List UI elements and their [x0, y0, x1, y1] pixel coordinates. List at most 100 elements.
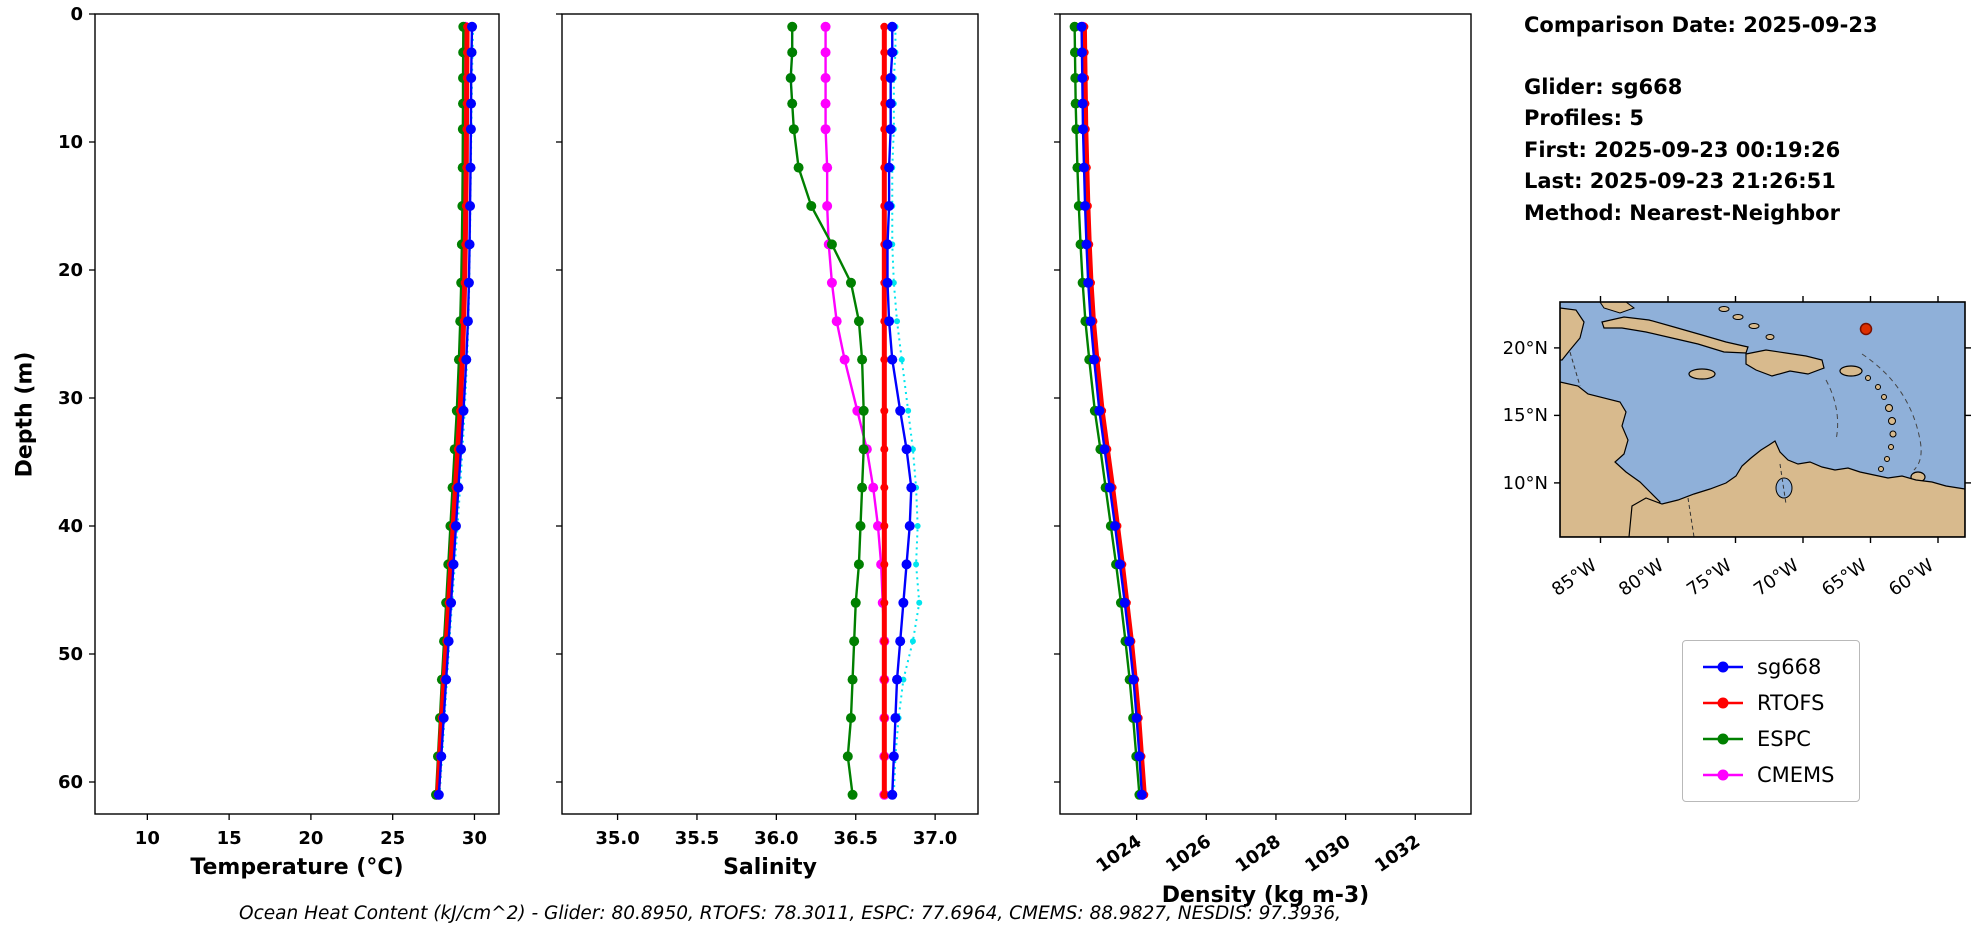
salinity-marker-sg668	[888, 751, 899, 762]
map-land-cuba	[1601, 316, 1749, 354]
salinity-marker-RTOFS	[880, 790, 889, 799]
temperature-marker-sg668	[448, 559, 459, 570]
salinity-marker-ESPC	[842, 751, 853, 762]
x-tick-label: 35.5	[675, 828, 719, 849]
salinity-marker-sg668	[904, 521, 915, 531]
salinity-marker-RTOFS	[880, 355, 889, 364]
temperature-series-line-sg668	[437, 26, 474, 795]
legend-label: CMEMS	[1757, 763, 1835, 787]
map-lat-label: 15°N	[1503, 405, 1548, 426]
salinity-marker-CMEMS	[839, 354, 850, 365]
density-axes-frame	[1059, 13, 1472, 815]
temperature-marker-sg668	[433, 789, 444, 800]
salinity-marker-NESDIS	[898, 356, 905, 363]
temperature-plot: 10 15 20 25 30 0 10 20 30 40 50 60 Temperature (°C)	[58, 4, 500, 880]
map-lon-label: 60°W	[1885, 555, 1938, 601]
salinity-marker-ESPC	[853, 316, 864, 327]
salinity-marker-RTOFS	[880, 445, 889, 454]
salinity-marker-ESPC	[787, 98, 798, 109]
salinity-marker-CMEMS	[831, 316, 842, 327]
legend-label: sg668	[1757, 655, 1822, 679]
salinity-marker-ESPC	[858, 405, 869, 416]
map-land-antilles	[1865, 375, 1871, 381]
salinity-marker-sg668	[882, 239, 893, 250]
salinity-marker-CMEMS	[822, 201, 833, 211]
salinity-marker-ESPC	[793, 162, 804, 173]
x-tick-label: 1030	[1301, 831, 1354, 877]
map-maritime-boundary-dashed	[1825, 379, 1839, 441]
legend-item-CMEMS: CMEMS	[1701, 763, 1841, 787]
density-marker-sg668	[1124, 636, 1135, 647]
map-land-antilles	[1885, 404, 1893, 412]
temperature-axis-label: Temperature (°C)	[190, 855, 403, 880]
temperature-marker-sg668	[466, 73, 477, 83]
salinity-series-line-sg668	[886, 26, 913, 795]
salinity-marker-RTOFS	[880, 598, 889, 607]
x-tick-label: 1026	[1162, 831, 1215, 877]
temperature-marker-sg668	[464, 239, 475, 250]
comparison-date: Comparison Date: 2025-09-23	[1524, 13, 1878, 37]
salinity-marker-sg668	[884, 201, 895, 211]
salinity-marker-ESPC	[826, 239, 837, 250]
x-tick-label: 10	[135, 828, 160, 849]
temperature-marker-sg668	[453, 482, 464, 493]
salinity-marker-sg668	[885, 124, 896, 135]
salinity-marker-sg668	[887, 21, 898, 32]
x-tick-label: 1032	[1371, 831, 1424, 877]
x-tick-label: 36.5	[834, 828, 878, 849]
map-land-antilles	[1889, 430, 1897, 438]
map-land-puerto-rico	[1839, 365, 1863, 377]
y-tick-label: 10	[58, 132, 83, 153]
temperature-marker-sg668	[466, 98, 477, 109]
last-profile-time: Last: 2025-09-23 21:26:51	[1524, 169, 1836, 193]
salinity-marker-RTOFS	[880, 560, 889, 569]
temperature-marker-sg668	[458, 405, 469, 416]
salinity-marker-sg668	[884, 316, 895, 327]
salinity-marker-ESPC	[788, 124, 799, 135]
salinity-marker-ESPC	[787, 47, 798, 58]
map-land-antilles	[1881, 394, 1887, 400]
map-frame	[1559, 301, 1966, 538]
density-marker-sg668	[1094, 405, 1105, 416]
temperature-marker-sg668	[456, 444, 467, 455]
x-tick-label: 1028	[1232, 831, 1285, 877]
density-marker-ESPC	[1069, 47, 1080, 58]
temperature-marker-sg668	[450, 521, 461, 531]
salinity-marker-CMEMS	[820, 21, 831, 32]
density-marker-sg668	[1083, 277, 1094, 288]
salinity-marker-ESPC	[847, 674, 858, 685]
density-marker-sg668	[1110, 521, 1121, 531]
map-land-group	[1560, 302, 1965, 537]
density-marker-sg668	[1077, 73, 1088, 83]
density-marker-sg668	[1128, 674, 1139, 685]
temperature-marker-sg668	[436, 751, 447, 762]
map-lat-label: 10°N	[1503, 473, 1548, 494]
density-marker-sg668	[1099, 444, 1110, 455]
salinity-marker-RTOFS	[880, 752, 889, 761]
map-land-bahamas	[1765, 334, 1775, 340]
info-panel: Comparison Date: 2025-09-23 Glider: sg66…	[1524, 10, 1878, 229]
map-lat-label: 20°N	[1503, 338, 1548, 359]
density-marker-sg668	[1077, 98, 1088, 109]
salinity-marker-RTOFS	[880, 675, 889, 684]
density-marker-ESPC	[1070, 98, 1081, 109]
salinity-marker-CMEMS	[826, 277, 837, 288]
salinity-marker-sg668	[887, 789, 898, 800]
y-tick-label: 30	[58, 388, 83, 409]
temperature-axes-frame	[94, 13, 500, 815]
density-marker-sg668	[1085, 316, 1096, 327]
salinity-marker-RTOFS	[880, 637, 889, 646]
map-lon-label: 65°W	[1818, 555, 1871, 601]
temperature-marker-sg668	[465, 124, 476, 135]
salinity-marker-RTOFS	[880, 483, 889, 492]
x-tick-label: 35.0	[595, 828, 639, 849]
density-marker-sg668	[1077, 124, 1088, 135]
salinity-marker-sg668	[885, 98, 896, 109]
salinity-marker-sg668	[890, 713, 901, 723]
density-marker-ESPC	[1069, 21, 1080, 32]
density-marker-sg668	[1131, 713, 1142, 723]
salinity-marker-ESPC	[853, 559, 864, 570]
salinity-marker-CMEMS	[820, 98, 831, 109]
salinity-marker-sg668	[898, 597, 909, 608]
temperature-marker-sg668	[462, 316, 473, 327]
